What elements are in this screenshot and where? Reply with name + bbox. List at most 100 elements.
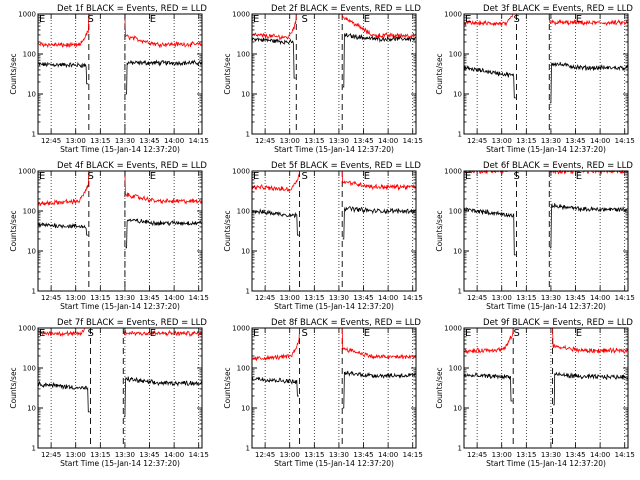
x-tick-label: 14:00	[378, 294, 398, 302]
lld-series-line	[251, 170, 416, 193]
x-tick-label: 14:00	[164, 451, 184, 459]
y-tick-label: 10	[241, 405, 250, 413]
detector-panel: Det 5f BLACK = Events, RED = LLD 1 10 100 10…	[223, 161, 423, 311]
x-tick-label: 13:15	[90, 294, 110, 302]
x-tick-label: 14:00	[164, 294, 184, 302]
lld-series-line	[37, 170, 203, 207]
x-tick-label: 13:15	[90, 137, 110, 145]
y-tick-label: 1	[246, 288, 250, 296]
x-tick-label: 13:45	[139, 294, 159, 302]
y-axis-label: Counts/sec	[223, 367, 232, 408]
x-tick-label: 12:45	[467, 294, 487, 302]
y-tick-label: 1000	[444, 11, 462, 19]
time-marker-label: E	[364, 171, 370, 182]
x-tick-label: 13:00	[280, 294, 300, 302]
y-tick-label: 10	[27, 248, 36, 256]
x-axis-label: Start Time (15-Jan-14 12:37:20)	[274, 459, 394, 468]
plot-frame	[251, 170, 417, 292]
x-tick-label: 13:45	[139, 451, 159, 459]
y-tick-label: 1	[246, 131, 250, 139]
y-tick-label: 1	[246, 445, 250, 453]
y-tick-label: 100	[449, 208, 462, 216]
y-tick-label: 10	[453, 248, 462, 256]
x-tick-label: 14:00	[378, 137, 398, 145]
panel-title: Det 6f BLACK = Events, RED = LLD	[483, 161, 633, 171]
x-tick-label: 13:15	[516, 137, 536, 145]
y-tick-label: 100	[237, 365, 250, 373]
y-tick-label: 1	[458, 288, 462, 296]
panel-title: Det 1f BLACK = Events, RED = LLD	[57, 4, 207, 14]
plot-frame	[37, 13, 203, 135]
detector-panel: Det 7f BLACK = Events, RED = LLD 1 10 100 10…	[9, 318, 209, 468]
time-marker-label: S	[87, 14, 93, 25]
y-tick-label: 10	[241, 91, 250, 99]
x-tick-label: 13:30	[329, 451, 349, 459]
x-tick-label: 14:15	[403, 451, 423, 459]
x-axis-label: Start Time (15-Jan-14 12:37:20)	[274, 145, 394, 154]
y-axis-label: Counts/sec	[9, 210, 18, 251]
x-tick-label: 14:15	[403, 137, 423, 145]
x-tick-label: 12:45	[41, 294, 61, 302]
x-tick-label: 13:45	[353, 294, 373, 302]
plot-frame	[463, 327, 629, 449]
lld-series-line	[463, 13, 629, 27]
y-tick-label: 1000	[232, 168, 250, 176]
panel-title: Det 5f BLACK = Events, RED = LLD	[271, 161, 421, 171]
time-marker-label: S	[87, 171, 93, 182]
x-tick-label: 14:00	[590, 137, 610, 145]
detector-panel: Det 2f BLACK = Events, RED = LLD 1 10 100 10…	[223, 4, 423, 154]
x-tick-label: 13:30	[115, 294, 135, 302]
y-axis-label: Counts/sec	[223, 210, 232, 251]
y-tick-label: 1000	[18, 325, 36, 333]
time-marker-label: E	[150, 171, 156, 182]
x-tick-label: 13:30	[541, 137, 561, 145]
x-axis-label: Start Time (15-Jan-14 12:37:20)	[60, 302, 180, 311]
x-tick-label: 13:30	[329, 294, 349, 302]
x-tick-label: 12:45	[255, 137, 275, 145]
time-marker-label: E	[576, 328, 582, 339]
time-marker-label: E	[39, 171, 45, 182]
y-axis-label: Counts/sec	[9, 53, 18, 94]
events-series-line	[251, 32, 417, 88]
x-tick-label: 13:15	[516, 451, 536, 459]
x-tick-label: 13:00	[66, 451, 86, 459]
time-marker-label: S	[513, 328, 519, 339]
x-tick-label: 13:45	[139, 137, 159, 145]
time-marker-label: S	[301, 328, 307, 339]
detector-panel: Det 6f BLACK = Events, RED = LLD 1 10 100 10…	[435, 161, 635, 311]
x-tick-label: 13:00	[492, 294, 512, 302]
y-tick-label: 1	[32, 131, 36, 139]
x-axis-label: Start Time (15-Jan-14 12:37:20)	[486, 302, 606, 311]
x-tick-label: 12:45	[467, 451, 487, 459]
time-marker-label: E	[576, 171, 582, 182]
x-tick-label: 13:15	[304, 137, 324, 145]
plot-frame	[463, 13, 629, 135]
y-axis-label: Counts/sec	[223, 53, 232, 94]
panel-title: Det 2f BLACK = Events, RED = LLD	[271, 4, 421, 14]
y-tick-label: 100	[449, 365, 462, 373]
time-marker-label: S	[513, 14, 519, 25]
y-tick-label: 1000	[232, 325, 250, 333]
x-tick-label: 13:45	[353, 451, 373, 459]
x-tick-label: 12:45	[41, 137, 61, 145]
time-marker-label: E	[150, 328, 156, 339]
y-tick-label: 1000	[232, 11, 250, 19]
x-axis-label: Start Time (15-Jan-14 12:37:20)	[60, 145, 180, 154]
events-series-line	[251, 205, 417, 240]
events-series-line	[37, 218, 203, 249]
detector-panel: Det 4f BLACK = Events, RED = LLD 1 10 100 10…	[9, 161, 209, 311]
lld-series-line	[37, 327, 203, 338]
x-tick-label: 13:30	[329, 137, 349, 145]
y-tick-label: 100	[449, 51, 462, 59]
y-tick-label: 1000	[444, 325, 462, 333]
lld-series-line	[251, 13, 417, 42]
time-marker-label: E	[253, 171, 259, 182]
y-tick-label: 1	[32, 288, 36, 296]
y-axis-label: Counts/sec	[435, 367, 444, 408]
y-axis-label: Counts/sec	[435, 53, 444, 94]
x-tick-label: 12:45	[41, 451, 61, 459]
time-marker-label: S	[301, 14, 307, 25]
time-marker-label: S	[301, 171, 307, 182]
lld-series-line	[463, 327, 629, 355]
